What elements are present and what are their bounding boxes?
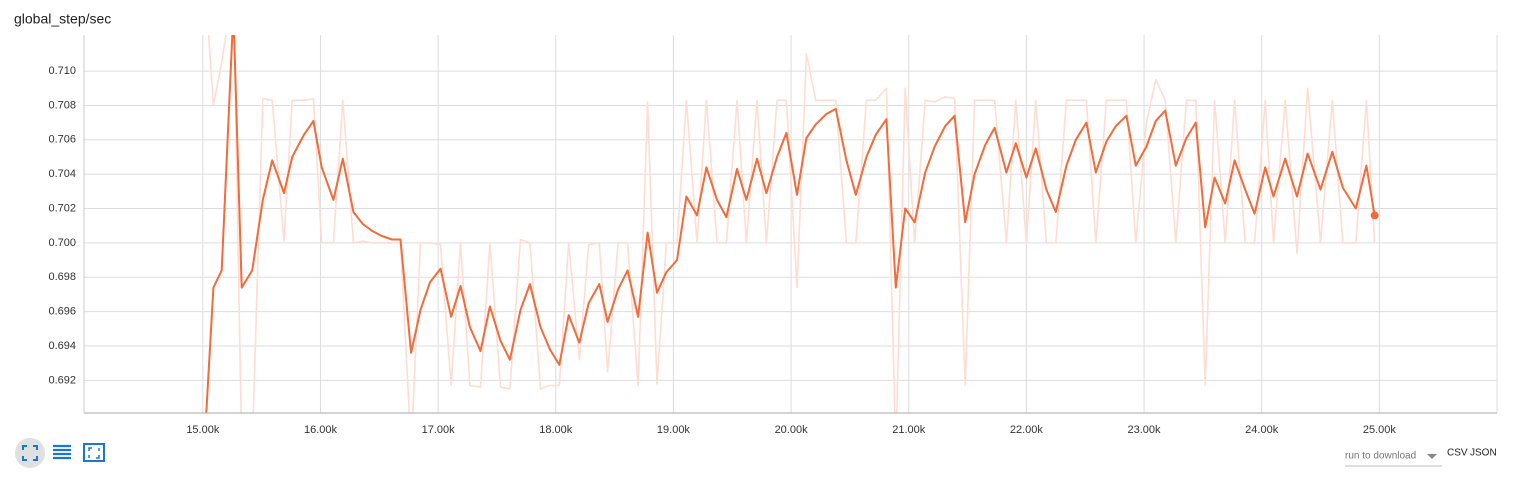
y-tick-label: 0.706 [48, 134, 76, 146]
y-tick-label: 0.704 [48, 168, 76, 180]
x-tick-label: 19.00k [657, 424, 691, 436]
x-tick-label: 16.00k [304, 424, 338, 436]
zoom-button[interactable] [15, 438, 45, 468]
toolbar [15, 438, 105, 468]
x-tick-label: 22.00k [1010, 424, 1044, 436]
log-scale-button[interactable] [53, 444, 71, 460]
y-tick-label: 0.698 [48, 271, 76, 283]
run-select[interactable]: run to download [1345, 451, 1416, 462]
x-tick-label: 20.00k [775, 424, 809, 436]
y-tick-label: 0.700 [48, 237, 76, 249]
series-line [207, 35, 1376, 413]
y-tick-label: 0.708 [48, 99, 76, 111]
json-link[interactable]: JSON [1470, 448, 1497, 459]
y-tick-label: 0.692 [48, 374, 76, 386]
y-tick-label: 0.710 [48, 65, 76, 77]
select-arrow [1427, 454, 1437, 459]
y-tick-label: 0.696 [48, 306, 76, 318]
x-tick-label: 21.00k [892, 424, 926, 436]
expand-icon [22, 445, 38, 461]
x-tick-label: 17.00k [422, 424, 456, 436]
x-tick-label: 15.00k [186, 424, 220, 436]
chart-title: global_step/sec [14, 11, 111, 27]
last-point [1370, 211, 1379, 220]
y-tick-label: 0.694 [48, 340, 76, 352]
x-tick-label: 23.00k [1128, 424, 1162, 436]
fit-icon [88, 447, 100, 459]
y-tick-label: 0.702 [48, 202, 76, 214]
csv-link[interactable]: CSV [1447, 448, 1468, 459]
fit-button[interactable] [83, 443, 105, 462]
x-tick-label: 25.00k [1363, 424, 1397, 436]
x-tick-label: 18.00k [539, 424, 573, 436]
series-line [205, 35, 1376, 413]
x-tick-label: 24.00k [1245, 424, 1279, 436]
